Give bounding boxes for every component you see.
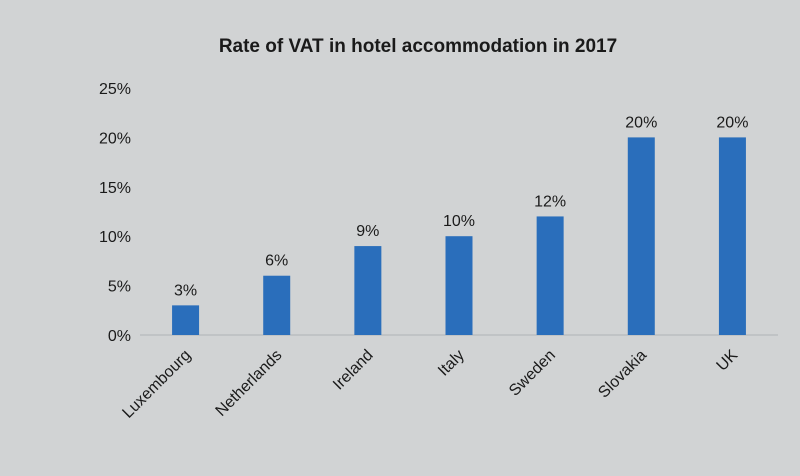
data-label: 20% xyxy=(625,114,657,131)
bar xyxy=(263,275,291,335)
y-tick-label: 15% xyxy=(99,180,131,197)
data-label: 10% xyxy=(443,213,475,230)
y-tick-label: 10% xyxy=(99,229,131,246)
bar xyxy=(718,137,746,335)
y-axis: 0% 5% 10% 15% 20% 25% xyxy=(99,81,131,345)
bar xyxy=(445,236,473,335)
x-tick-label: Luxembourg xyxy=(119,347,194,422)
data-label: 9% xyxy=(356,223,379,240)
x-tick-label: Slovakia xyxy=(595,347,650,402)
x-tick-label: Sweden xyxy=(506,347,559,400)
bar xyxy=(536,216,564,335)
y-tick-label: 25% xyxy=(99,81,131,98)
x-axis: Luxembourg Netherlands Ireland Italy Sweden S… xyxy=(119,347,741,422)
data-labels: 3% 6% 9% 10% 12% 20% 20% xyxy=(174,114,748,299)
x-tick-label: Italy xyxy=(435,347,468,380)
bar xyxy=(354,246,382,335)
data-label: 12% xyxy=(534,193,566,210)
data-label: 3% xyxy=(174,282,197,299)
x-tick-label: Netherlands xyxy=(213,347,286,420)
data-label: 20% xyxy=(716,114,748,131)
chart-title: Rate of VAT in hotel accommodation in 20… xyxy=(219,36,617,57)
bar xyxy=(627,137,655,335)
y-tick-label: 5% xyxy=(108,279,131,296)
data-label: 6% xyxy=(265,253,288,270)
bar-series xyxy=(172,137,746,335)
y-tick-label: 0% xyxy=(108,328,131,345)
y-tick-label: 20% xyxy=(99,130,131,147)
x-tick-label: UK xyxy=(714,347,742,375)
bar xyxy=(172,305,200,335)
x-tick-label: Ireland xyxy=(330,347,377,394)
